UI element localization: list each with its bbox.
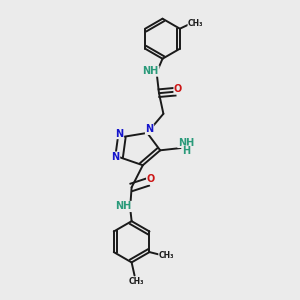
Text: N: N xyxy=(146,124,154,134)
Text: NH: NH xyxy=(178,138,194,148)
Text: N: N xyxy=(116,129,124,139)
Text: O: O xyxy=(147,174,155,184)
Text: CH₃: CH₃ xyxy=(128,277,144,286)
Text: H: H xyxy=(182,146,190,156)
Text: O: O xyxy=(174,84,182,94)
Text: CH₃: CH₃ xyxy=(159,250,174,260)
Text: NH: NH xyxy=(116,202,132,212)
Text: CH₃: CH₃ xyxy=(188,19,203,28)
Text: NH: NH xyxy=(142,66,159,76)
Text: N: N xyxy=(112,152,120,162)
